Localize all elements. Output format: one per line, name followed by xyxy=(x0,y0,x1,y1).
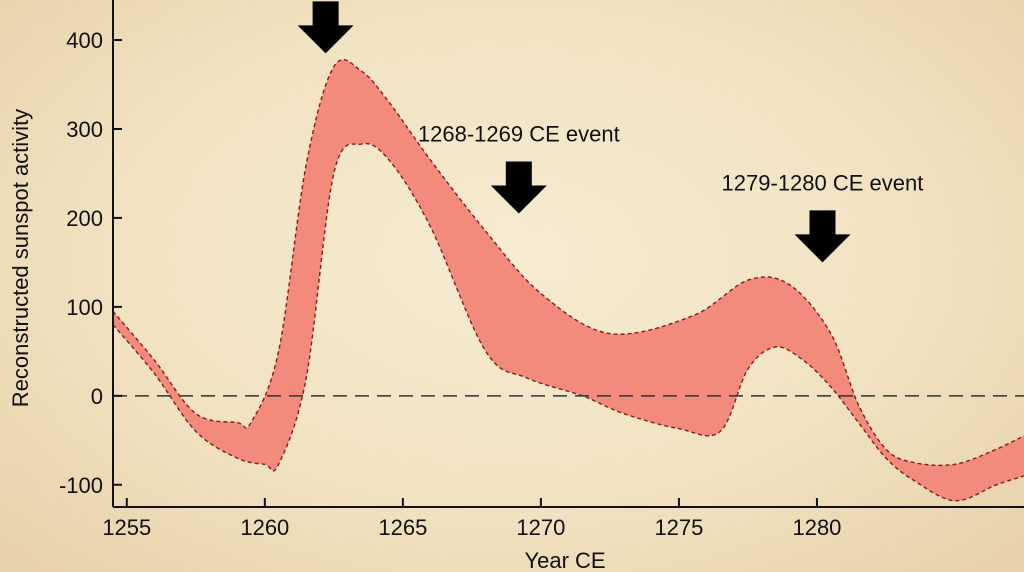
x-tick-label: 1255 xyxy=(102,515,151,540)
annotation-arrow-3 xyxy=(794,210,851,263)
ticks-layer: -100 0 100 200 300 400 1255 1260 1265 1270 1275 128… xyxy=(59,28,841,540)
series-upper-line xyxy=(112,58,1024,467)
y-tick-label: 200 xyxy=(66,206,103,231)
series-lower-line xyxy=(112,142,1024,502)
annotation-label-1: 1261-1262 CE event xyxy=(352,0,554,2)
y-tick-label: 0 xyxy=(91,384,103,409)
y-axis-label: Reconstructed sunspot activity xyxy=(8,109,33,407)
y-tick-label: 100 xyxy=(66,295,103,320)
x-axis-label: Year CE xyxy=(524,548,605,572)
annotations-layer: 1261-1262 CE event 1268-1269 CE event 1279… xyxy=(297,0,924,263)
x-tick-label: 1260 xyxy=(240,515,289,540)
x-tick-label: 1265 xyxy=(378,515,427,540)
down-arrow-icon xyxy=(297,1,354,54)
band-layer xyxy=(112,58,1024,502)
down-arrow-icon xyxy=(794,210,851,263)
x-tick-label: 1275 xyxy=(654,515,703,540)
annotation-arrow-2 xyxy=(490,161,547,214)
down-arrow-icon xyxy=(490,161,547,214)
y-tick-label: 400 xyxy=(66,28,103,53)
annotation-arrow-1 xyxy=(297,1,354,54)
annotation-label-3: 1279-1280 CE event xyxy=(722,170,924,195)
annotation-label-2: 1268-1269 CE event xyxy=(418,121,620,146)
x-tick-label: 1270 xyxy=(516,515,565,540)
y-tick-label: -100 xyxy=(59,473,103,498)
uncertainty-band xyxy=(113,59,1024,501)
y-tick-label: 300 xyxy=(66,117,103,142)
x-tick-label: 1280 xyxy=(792,515,841,540)
